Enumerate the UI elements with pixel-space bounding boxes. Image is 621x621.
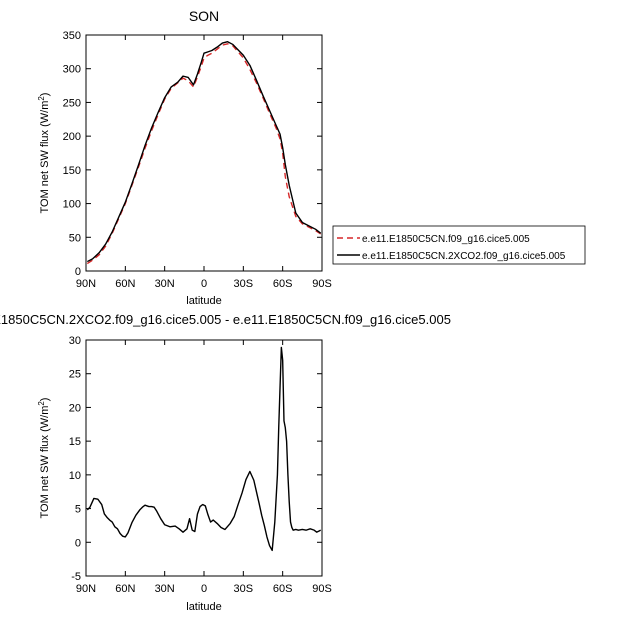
bottom-x-tick-label: 90S bbox=[312, 583, 332, 595]
top-x-tick-label: 90N bbox=[76, 278, 96, 290]
top-y-tick-label: 50 bbox=[69, 232, 81, 244]
top-x-tick-label: 30N bbox=[155, 278, 175, 290]
bottom-y-tick-label: 0 bbox=[75, 537, 81, 549]
top-y-tick-label: 150 bbox=[63, 165, 81, 177]
bottom-series-lines bbox=[86, 346, 322, 552]
top-y-tick-label: 250 bbox=[63, 97, 81, 109]
bottom-y-axis-label-text: TOM net SW flux (W/m bbox=[39, 406, 51, 519]
bottom-x-tick-label: 30N bbox=[155, 583, 175, 595]
bottom-y-axis-ticks: -5 0 5 10 15 20 25 30 bbox=[69, 335, 322, 583]
top-y-axis-label: TOM net SW flux (W/m2) bbox=[37, 93, 52, 214]
top-y-tick-label: 350 bbox=[63, 30, 81, 42]
bottom-y-tick-label: 20 bbox=[69, 402, 81, 414]
top-y-axis-label-text: TOM net SW flux (W/m bbox=[39, 101, 51, 214]
top-y-axis-label-close: ) bbox=[39, 93, 51, 97]
top-series-line-0 bbox=[86, 43, 322, 265]
bottom-y-tick-label: 15 bbox=[69, 436, 81, 448]
bottom-x-tick-label: 60N bbox=[115, 583, 135, 595]
bottom-x-tick-label: 90N bbox=[76, 583, 96, 595]
top-x-tick-label: 0 bbox=[201, 278, 207, 290]
top-x-axis-label: latitude bbox=[186, 295, 221, 307]
bottom-panel: e.e11.E1850C5CN.2XCO2.f09_g16.cice5.005 … bbox=[0, 312, 451, 613]
top-plot-frame bbox=[85, 34, 323, 272]
top-x-tick-label: 90S bbox=[312, 278, 332, 290]
top-x-tick-label: 60S bbox=[273, 278, 293, 290]
bottom-y-axis-label-close: ) bbox=[39, 398, 51, 402]
top-y-axis-label-sup: 2 bbox=[37, 96, 46, 101]
bottom-series-line-0 bbox=[86, 346, 322, 552]
top-y-tick-label: 200 bbox=[63, 131, 81, 143]
bottom-x-tick-label: 0 bbox=[201, 583, 207, 595]
bottom-y-tick-label: -5 bbox=[71, 571, 81, 583]
bottom-plot-frame bbox=[85, 339, 323, 577]
top-x-tick-label: 30S bbox=[234, 278, 254, 290]
top-y-tick-label: 0 bbox=[75, 266, 81, 278]
top-y-axis-ticks: 0 50 100 150 200 250 300 350 bbox=[63, 30, 322, 278]
top-title: SON bbox=[189, 8, 219, 24]
legend-label-control: e.e11.E1850C5CN.f09_g16.cice5.005 bbox=[362, 234, 530, 245]
top-series-line-1 bbox=[86, 41, 322, 263]
bottom-y-tick-label: 30 bbox=[69, 335, 81, 347]
bottom-title: e.e11.E1850C5CN.2XCO2.f09_g16.cice5.005 … bbox=[0, 312, 451, 327]
legend: e.e11.E1850C5CN.f09_g16.cice5.005 e.e11.… bbox=[332, 225, 586, 265]
bottom-x-tick-label: 30S bbox=[234, 583, 254, 595]
bottom-y-tick-label: 25 bbox=[69, 369, 81, 381]
bottom-y-tick-label: 10 bbox=[69, 470, 81, 482]
bottom-x-axis-label: latitude bbox=[186, 601, 221, 613]
top-x-tick-label: 60N bbox=[115, 278, 135, 290]
bottom-x-tick-label: 60S bbox=[273, 583, 293, 595]
bottom-x-axis-ticks: 90N 60N 30N 0 30S 60S 90S bbox=[76, 340, 332, 595]
top-y-tick-label: 100 bbox=[63, 199, 81, 211]
legend-box bbox=[332, 225, 586, 265]
legend-label-2xco2: e.e11.E1850C5CN.2XCO2.f09_g16.cice5.005 bbox=[362, 251, 566, 262]
bottom-y-axis-label: TOM net SW flux (W/m2) bbox=[37, 398, 52, 519]
top-y-tick-label: 300 bbox=[63, 64, 81, 76]
top-x-axis-ticks: 90N 60N 30N 0 30S 60S 90S bbox=[76, 35, 332, 290]
bottom-y-tick-label: 5 bbox=[75, 504, 81, 516]
top-panel: SON 0 50 100 150 200 250 300 350 90N 60N 30N 0 30S 6… bbox=[37, 8, 332, 307]
top-series-lines bbox=[86, 41, 322, 265]
bottom-y-axis-label-sup: 2 bbox=[37, 401, 46, 406]
